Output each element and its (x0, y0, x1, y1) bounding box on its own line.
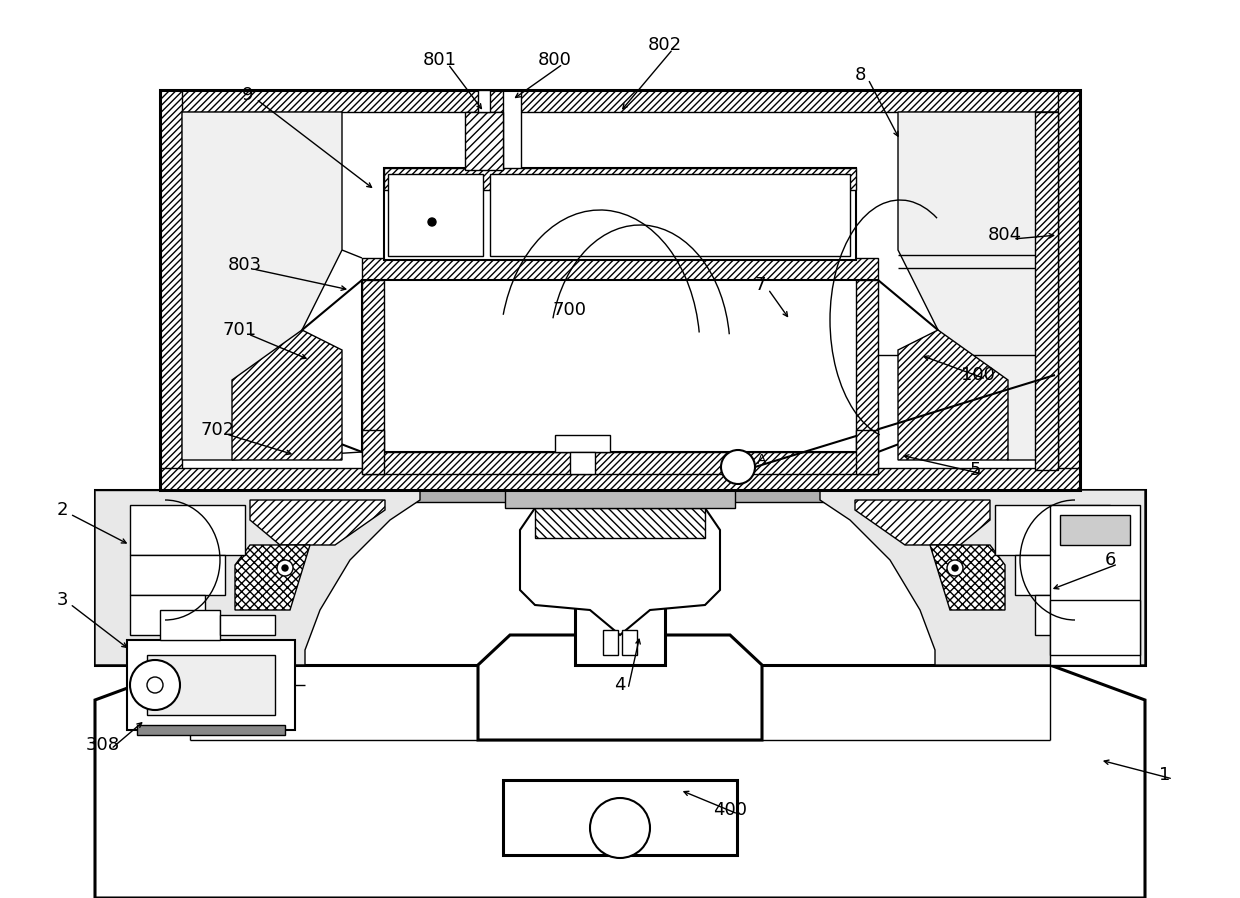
Text: 9: 9 (242, 86, 254, 104)
Polygon shape (477, 635, 763, 740)
Bar (362, 280, 384, 452)
Circle shape (130, 660, 180, 710)
Bar (362, 452, 878, 474)
Text: 2: 2 (56, 501, 68, 519)
Bar (95, 490, 1145, 665)
Text: 6: 6 (1105, 551, 1116, 569)
Circle shape (148, 677, 162, 693)
Bar (160, 90, 1080, 490)
Text: 803: 803 (228, 256, 262, 274)
Bar (465, 112, 503, 170)
Polygon shape (232, 330, 342, 460)
Text: 308: 308 (86, 736, 120, 754)
Bar (856, 280, 878, 452)
Text: 804: 804 (988, 226, 1022, 244)
Circle shape (947, 560, 963, 576)
Text: 801: 801 (423, 51, 458, 69)
Text: 400: 400 (713, 801, 746, 819)
Bar (130, 595, 205, 635)
Text: 1: 1 (1159, 766, 1171, 784)
Bar (388, 174, 484, 256)
Circle shape (277, 560, 293, 576)
Bar (994, 505, 1110, 555)
Text: 8: 8 (854, 66, 866, 84)
Bar (856, 430, 878, 474)
Bar (160, 90, 182, 490)
Bar (603, 630, 618, 655)
Polygon shape (820, 490, 1145, 665)
Bar (384, 168, 856, 190)
Bar (1050, 505, 1140, 665)
Bar (490, 174, 849, 256)
Text: 5: 5 (970, 461, 981, 479)
Bar (95, 490, 1145, 502)
Text: 702: 702 (201, 421, 236, 439)
Bar (1060, 515, 1130, 545)
Bar (148, 655, 275, 715)
Bar (362, 430, 384, 474)
Bar (130, 505, 246, 555)
Circle shape (590, 798, 650, 858)
Text: 100: 100 (961, 366, 994, 384)
Polygon shape (898, 112, 1058, 460)
Text: 701: 701 (223, 321, 257, 339)
Circle shape (952, 565, 959, 571)
Bar (477, 90, 490, 112)
Bar (362, 280, 878, 452)
Bar (130, 555, 224, 595)
Polygon shape (236, 545, 310, 610)
Circle shape (720, 450, 755, 484)
Polygon shape (930, 545, 1004, 610)
Bar (160, 610, 219, 640)
Text: 3: 3 (56, 591, 68, 609)
Polygon shape (250, 500, 384, 545)
Polygon shape (856, 500, 990, 545)
Bar (362, 258, 878, 280)
Bar (1035, 112, 1058, 470)
Polygon shape (182, 112, 342, 460)
Circle shape (428, 218, 436, 226)
Bar (503, 90, 521, 220)
Polygon shape (898, 330, 1008, 460)
Bar (1016, 555, 1110, 595)
Text: 802: 802 (649, 36, 682, 54)
Bar (1050, 600, 1140, 655)
Text: 800: 800 (538, 51, 572, 69)
Bar (1035, 595, 1110, 635)
Bar (534, 508, 706, 538)
Circle shape (281, 565, 288, 571)
Text: A: A (758, 453, 766, 467)
Bar (136, 725, 285, 735)
Bar (503, 780, 737, 855)
Bar (1058, 90, 1080, 490)
Bar (160, 468, 1080, 490)
Bar (622, 630, 637, 655)
Bar (384, 168, 856, 260)
Bar (126, 640, 295, 730)
Bar (570, 452, 595, 474)
Polygon shape (520, 508, 720, 635)
Bar (575, 590, 665, 665)
Bar (556, 435, 610, 452)
Text: 7: 7 (754, 276, 766, 294)
Polygon shape (95, 490, 420, 665)
Bar (160, 90, 1080, 112)
Text: 700: 700 (553, 301, 587, 319)
Text: 4: 4 (614, 676, 626, 694)
Polygon shape (95, 665, 1145, 898)
Bar (505, 490, 735, 508)
Bar (219, 615, 275, 635)
